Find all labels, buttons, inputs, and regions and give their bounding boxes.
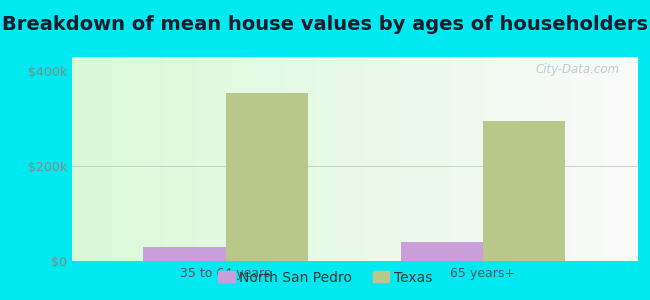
Bar [400,242,483,261]
Text: Breakdown of mean house values by ages of householders: Breakdown of mean house values by ages o… [2,15,648,34]
Text: City-Data.com: City-Data.com [536,63,620,76]
Bar [144,247,226,261]
Bar [226,93,308,261]
Bar [483,121,565,261]
Legend: North San Pedro, Texas: North San Pedro, Texas [213,265,437,290]
